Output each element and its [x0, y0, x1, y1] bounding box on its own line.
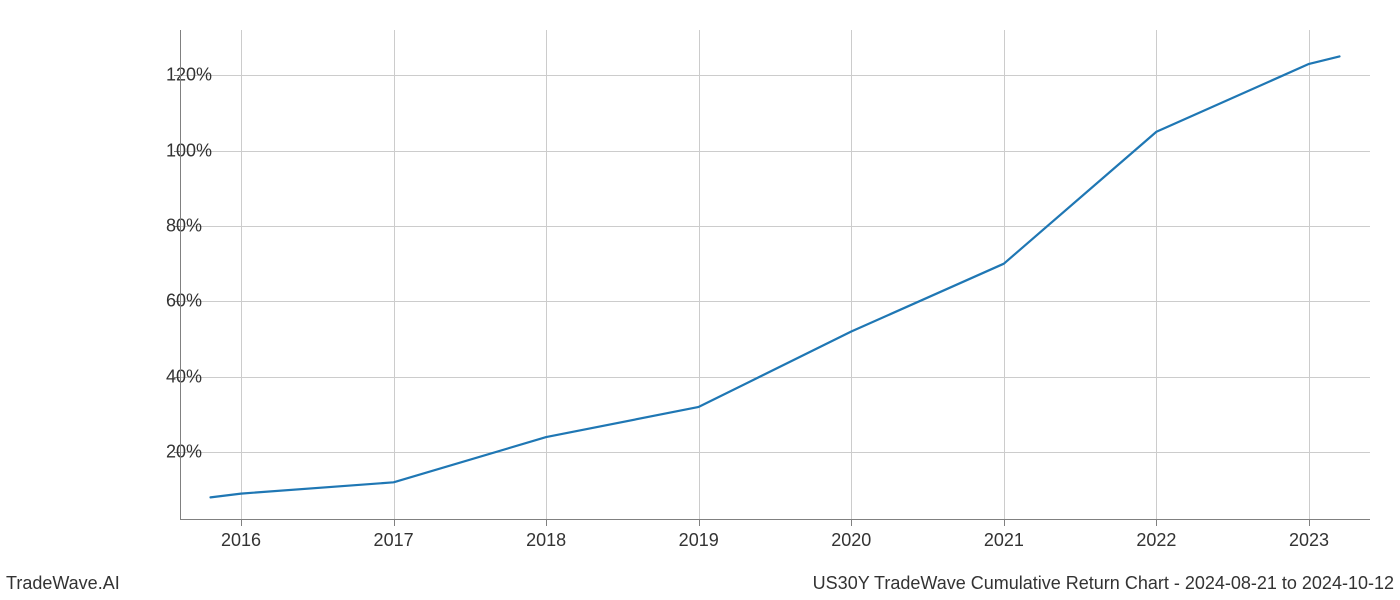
x-tick-label: 2023 — [1289, 530, 1329, 551]
x-tick-label: 2020 — [831, 530, 871, 551]
plot-area: 2016201720182019202020212022202320%40%60… — [180, 30, 1370, 520]
x-tick-label: 2017 — [374, 530, 414, 551]
footer-left-text: TradeWave.AI — [6, 573, 120, 594]
chart-container: 2016201720182019202020212022202320%40%60… — [0, 0, 1400, 600]
x-tick-mark — [241, 520, 242, 526]
x-tick-label: 2022 — [1136, 530, 1176, 551]
x-tick-label: 2019 — [679, 530, 719, 551]
x-tick-mark — [1004, 520, 1005, 526]
footer-right-text: US30Y TradeWave Cumulative Return Chart … — [813, 573, 1394, 594]
cumulative-return-line — [211, 56, 1340, 497]
x-tick-mark — [851, 520, 852, 526]
line-series — [180, 30, 1370, 520]
x-tick-mark — [699, 520, 700, 526]
x-tick-label: 2021 — [984, 530, 1024, 551]
x-tick-mark — [546, 520, 547, 526]
x-tick-mark — [1309, 520, 1310, 526]
x-tick-label: 2018 — [526, 530, 566, 551]
x-tick-mark — [1156, 520, 1157, 526]
x-tick-label: 2016 — [221, 530, 261, 551]
x-tick-mark — [394, 520, 395, 526]
